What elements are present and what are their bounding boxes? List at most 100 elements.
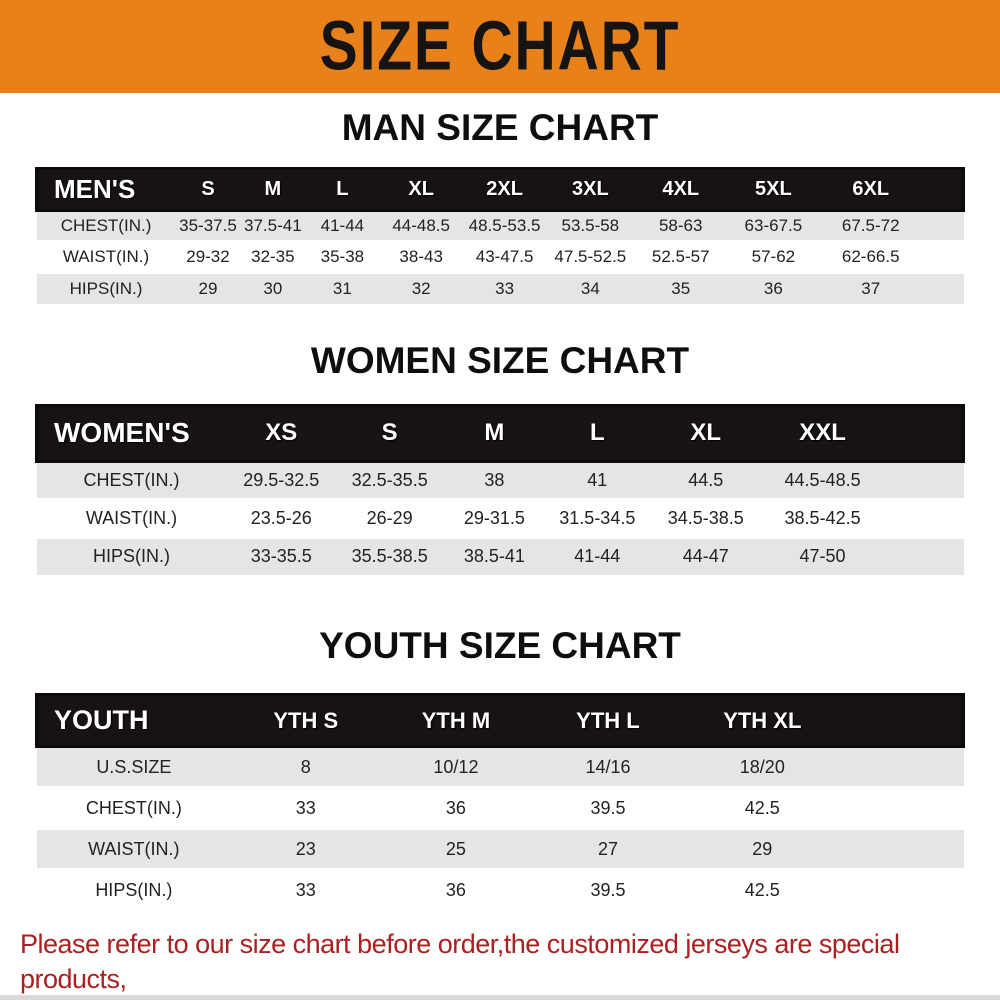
measurement-value: 33-35.5 xyxy=(226,535,336,575)
men-size-table: MEN'S S M L XL 2XL 3XL 4XL 5XL 6XL CHEST… xyxy=(34,167,965,304)
measurement-value: 23 xyxy=(231,827,381,870)
measurement-value: 62-66.5 xyxy=(819,240,922,273)
measurement-value: 36 xyxy=(380,868,532,911)
youth-size-table: YOUTH YTH S YTH M YTH L YTH XL U.S.SIZE … xyxy=(35,693,966,911)
measurement-value: 47-50 xyxy=(762,535,883,575)
measurement-value: 35-38 xyxy=(305,240,380,273)
filler-cell xyxy=(840,868,964,911)
measurement-value: 31 xyxy=(305,271,380,304)
measurement-row: CHEST(IN.) 35-37.5 37.5-41 41-44 44-48.5… xyxy=(36,209,964,242)
size-column-header: 5XL xyxy=(727,167,820,212)
size-column-header: XL xyxy=(379,167,463,212)
measurement-value: 44.5-48.5 xyxy=(762,459,883,499)
measurement-label: CHEST(IN.) xyxy=(36,786,232,829)
measurement-row: WAIST(IN.) 29-32 32-35 35-38 38-43 43-47… xyxy=(36,240,964,273)
measurement-row: HIPS(IN.) 33 36 39.5 42.5 xyxy=(36,868,964,911)
measurement-value: 42.5 xyxy=(684,786,841,829)
measurement-value: 52.5-57 xyxy=(634,240,728,273)
measurement-value: 53.5-58 xyxy=(546,209,635,242)
measurement-value: 14/16 xyxy=(531,745,685,788)
size-column-header: 6XL xyxy=(819,167,922,212)
measurement-value: 18/20 xyxy=(684,745,841,788)
women-size-table: WOMEN'S XS S M L XL XXL CHEST(IN.) 29.5-… xyxy=(34,403,965,575)
measurement-value: 57-62 xyxy=(727,240,820,273)
size-column-header: YTH L xyxy=(531,693,685,748)
measurement-value: 29.5-32.5 xyxy=(226,459,336,499)
measurement-value: 44-48.5 xyxy=(379,209,463,242)
men-section-title: MAN SIZE CHART xyxy=(341,107,659,148)
measurement-value: 23.5-26 xyxy=(226,497,336,537)
size-column-header: S xyxy=(335,403,444,463)
measurement-row: WAIST(IN.) 23.5-26 26-29 29-31.5 31.5-34… xyxy=(36,497,964,537)
measurement-value: 27 xyxy=(531,827,685,870)
measurement-value: 44.5 xyxy=(649,459,763,499)
measurement-value: 38 xyxy=(443,459,546,499)
men-header-label: MEN'S xyxy=(34,167,176,212)
filler-cell xyxy=(921,271,964,304)
measurement-value: 38.5-42.5 xyxy=(762,497,883,537)
size-column-header: L xyxy=(545,403,650,463)
measurement-value: 35.5-38.5 xyxy=(335,535,444,575)
size-column-header: 3XL xyxy=(546,167,635,212)
filler-cell xyxy=(882,459,964,499)
filler-cell xyxy=(840,745,964,788)
measurement-label: HIPS(IN.) xyxy=(36,535,227,575)
size-chart-banner: SIZE CHART xyxy=(0,0,1000,93)
filler-cell xyxy=(840,827,964,870)
measurement-value: 44-47 xyxy=(649,535,763,575)
size-column-header: 2XL xyxy=(462,167,547,212)
filler-cell xyxy=(921,167,965,212)
measurement-value: 29-31.5 xyxy=(443,497,546,537)
measurement-value: 41 xyxy=(545,459,650,499)
measurement-value: 30 xyxy=(240,271,306,304)
measurement-value: 10/12 xyxy=(380,745,532,788)
measurement-value: 32-35 xyxy=(240,240,306,273)
measurement-label: HIPS(IN.) xyxy=(36,868,232,911)
measurement-label: CHEST(IN.) xyxy=(36,209,176,242)
measurement-label: HIPS(IN.) xyxy=(36,271,176,304)
measurement-value: 39.5 xyxy=(531,868,685,911)
measurement-label: WAIST(IN.) xyxy=(36,827,232,870)
size-column-header: XXL xyxy=(762,403,883,463)
filler-cell xyxy=(921,209,964,242)
size-column-header: XS xyxy=(226,403,336,463)
filler-cell xyxy=(882,403,965,463)
measurement-value: 33 xyxy=(231,786,381,829)
size-column-header: M xyxy=(240,167,306,212)
measurement-row: HIPS(IN.) 33-35.5 35.5-38.5 38.5-41 41-4… xyxy=(36,535,964,575)
measurement-label: WAIST(IN.) xyxy=(36,497,227,537)
measurement-value: 67.5-72 xyxy=(819,209,922,242)
measurement-value: 63-67.5 xyxy=(727,209,820,242)
women-header-row: WOMEN'S XS S M L XL XXL xyxy=(34,403,965,463)
size-column-header: 4XL xyxy=(634,167,728,212)
measurement-value: 32.5-35.5 xyxy=(335,459,444,499)
men-header-row: MEN'S S M L XL 2XL 3XL 4XL 5XL 6XL xyxy=(34,167,965,212)
measurement-value: 35-37.5 xyxy=(175,209,241,242)
measurement-value: 31.5-34.5 xyxy=(545,497,650,537)
measurement-value: 47.5-52.5 xyxy=(546,240,635,273)
measurement-value: 37 xyxy=(819,271,922,304)
size-column-header: M xyxy=(443,403,546,463)
measurement-label: U.S.SIZE xyxy=(36,745,232,788)
measurement-value: 29 xyxy=(175,271,241,304)
measurement-row: WAIST(IN.) 23 25 27 29 xyxy=(36,827,964,870)
measurement-value: 41-44 xyxy=(305,209,380,242)
measurement-value: 26-29 xyxy=(335,497,444,537)
measurement-value: 29 xyxy=(684,827,841,870)
banner-title: SIZE CHART xyxy=(319,7,681,86)
measurement-value: 39.5 xyxy=(531,786,685,829)
size-column-header: YTH S xyxy=(231,693,381,748)
measurement-value: 41-44 xyxy=(545,535,650,575)
measurement-value: 43-47.5 xyxy=(462,240,547,273)
youth-section-title: YOUTH SIZE CHART xyxy=(319,625,681,666)
youth-header-row: YOUTH YTH S YTH M YTH L YTH XL xyxy=(35,693,966,748)
measurement-value: 58-63 xyxy=(634,209,728,242)
bottom-edge-strip xyxy=(0,995,1000,1000)
measurement-value: 29-32 xyxy=(175,240,241,273)
measurement-value: 32 xyxy=(379,271,463,304)
measurement-value: 33 xyxy=(462,271,547,304)
measurement-value: 33 xyxy=(231,868,381,911)
size-column-header: YTH M xyxy=(380,693,532,748)
measurement-row: CHEST(IN.) 29.5-32.5 32.5-35.5 38 41 44.… xyxy=(36,459,964,499)
youth-header-label: YOUTH xyxy=(35,693,232,748)
